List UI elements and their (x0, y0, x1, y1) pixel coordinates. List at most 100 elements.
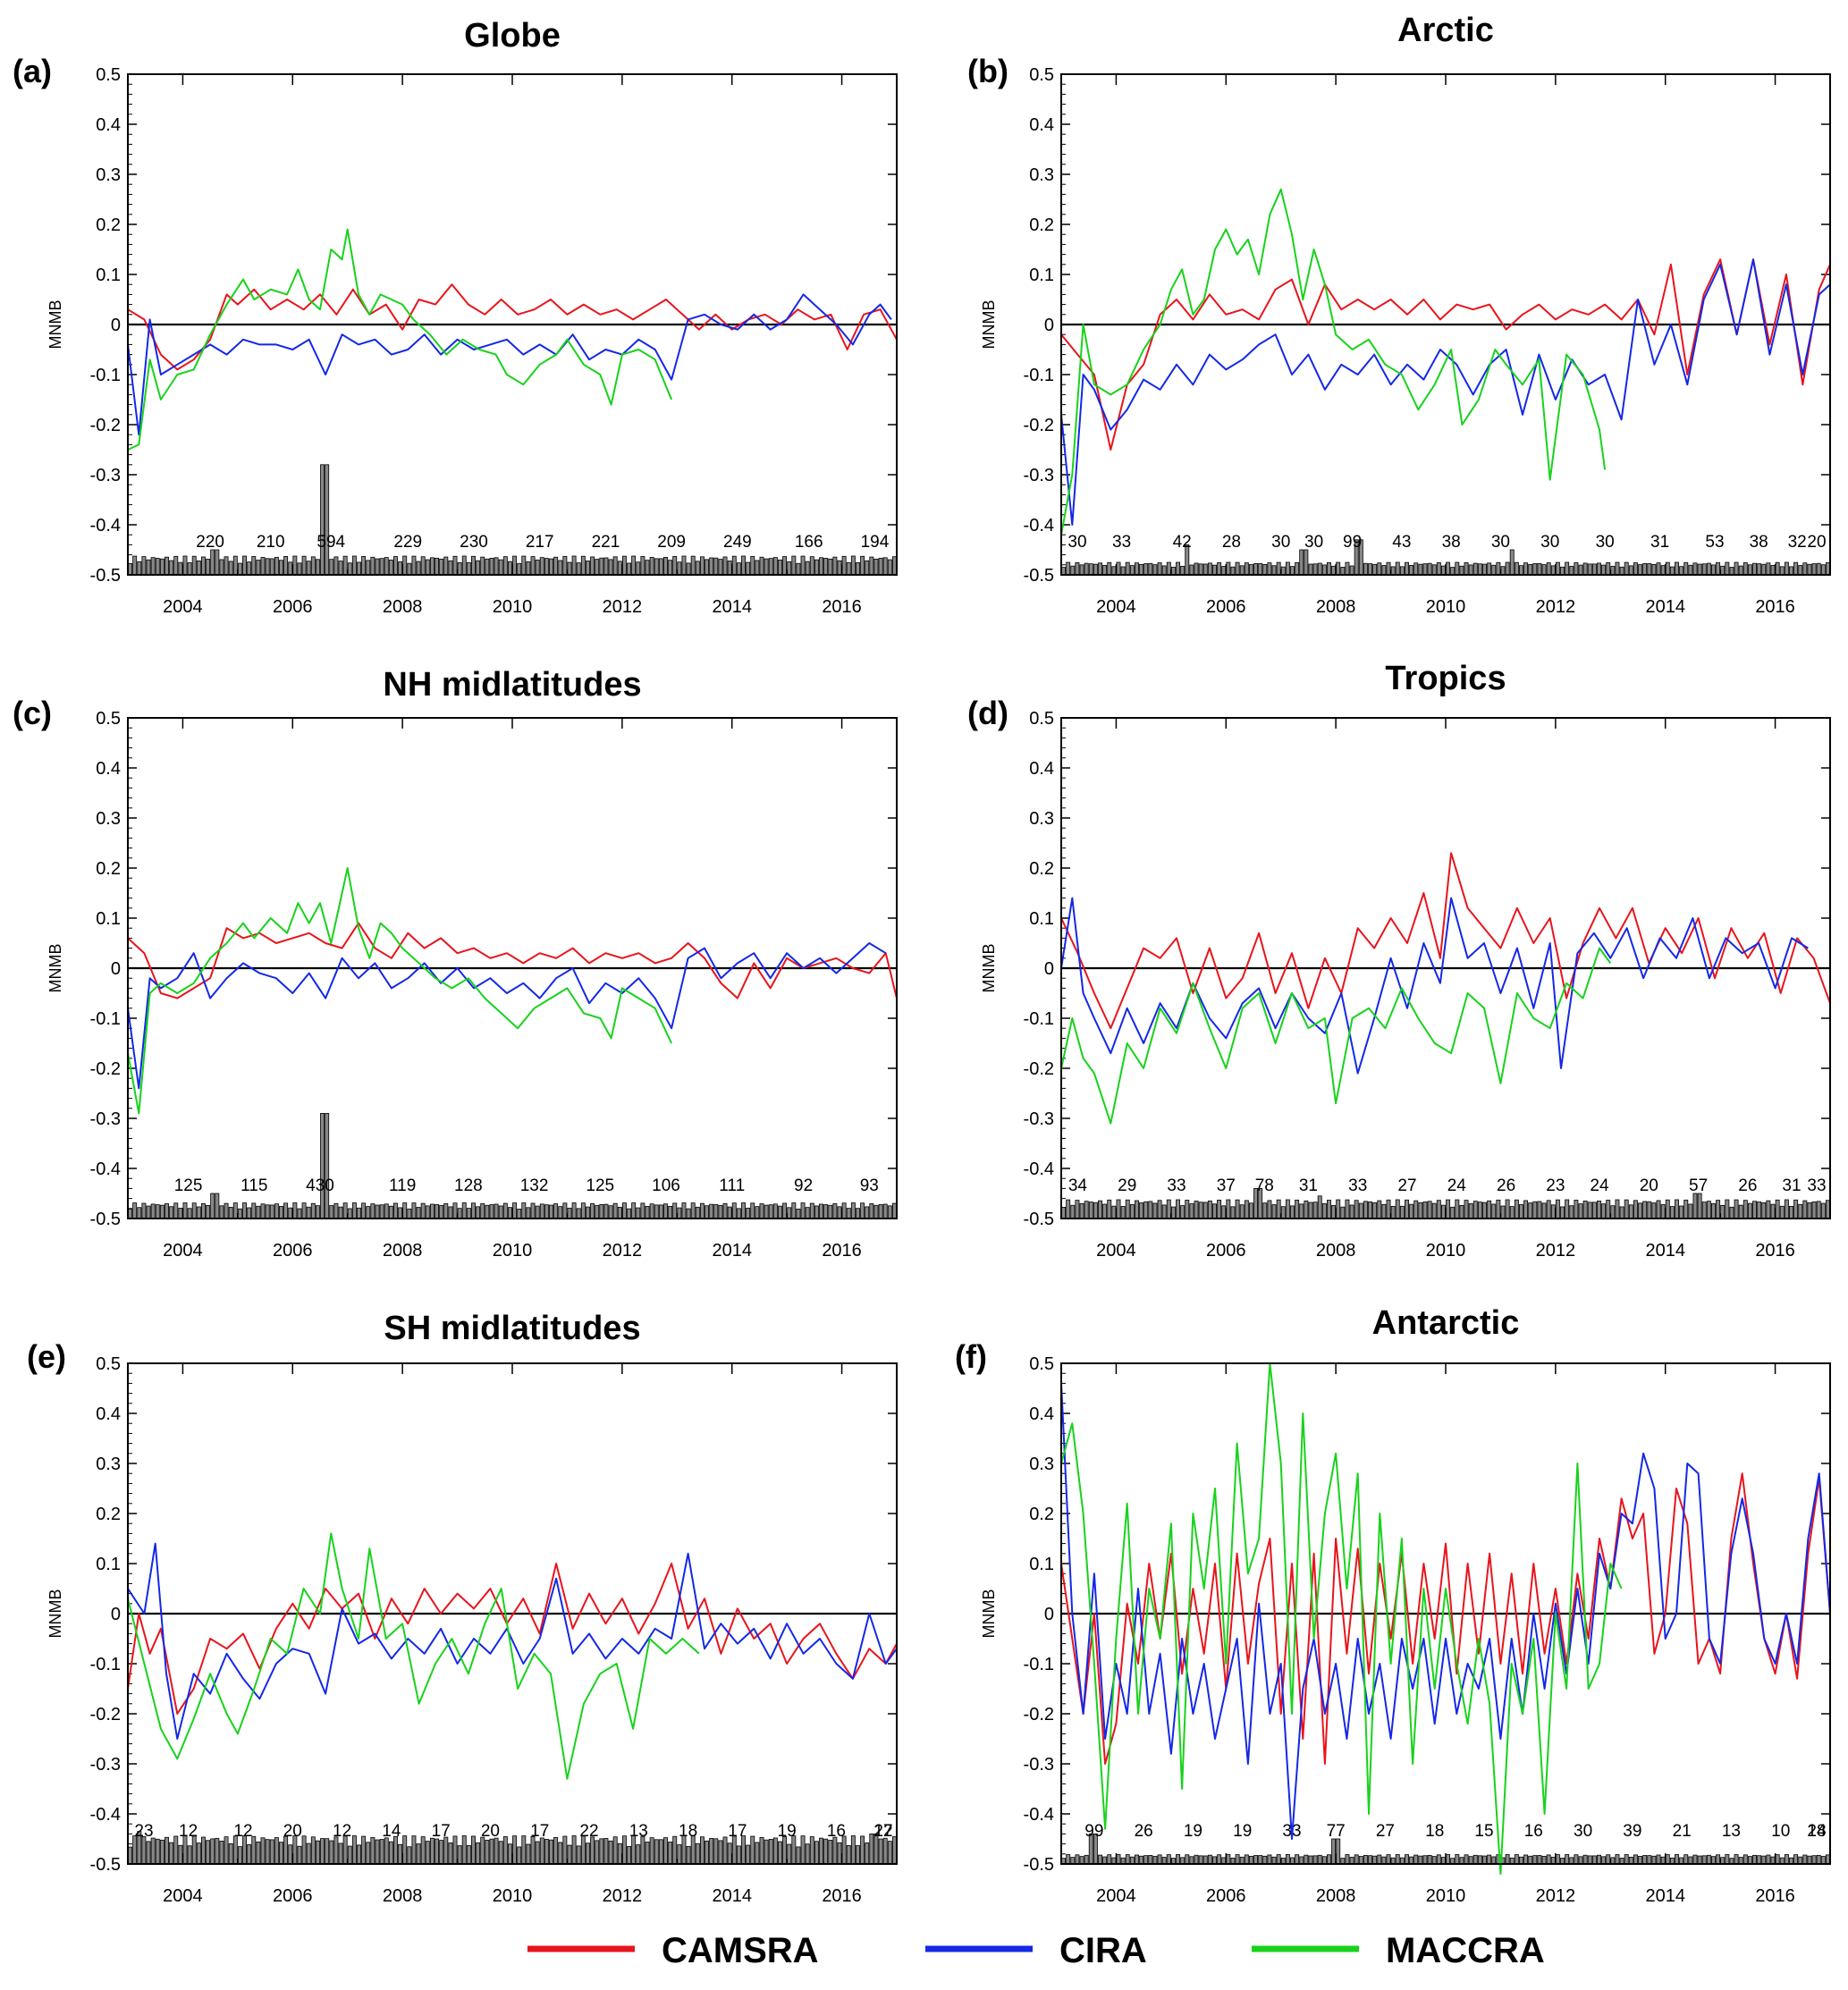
count-bar (850, 1202, 856, 1219)
count-bar (1116, 1854, 1121, 1865)
x-tick-label: 2014 (712, 1886, 752, 1906)
count-bar (150, 1837, 156, 1865)
count-bar (1372, 1202, 1378, 1219)
count-label: 32 (1788, 533, 1807, 552)
count-bar (645, 560, 650, 576)
count-bar (1820, 564, 1826, 576)
count-bar (425, 1205, 430, 1219)
count-bar (654, 1204, 659, 1219)
count-bar (1368, 1855, 1372, 1865)
count-bar (1468, 1202, 1473, 1219)
count-bar (1651, 1202, 1657, 1219)
count-label: 31 (1299, 1176, 1318, 1195)
count-bar (1811, 1201, 1817, 1219)
count-bar (1262, 1202, 1268, 1219)
count-bar (251, 1202, 257, 1219)
count-bar (681, 1202, 687, 1219)
count-bar (823, 558, 829, 576)
count-bar (1280, 1206, 1286, 1219)
count-bar (1638, 1856, 1643, 1865)
count-bar (865, 1206, 870, 1219)
count-bar (677, 1207, 682, 1219)
panels: Globe (a) MNMB 0.5 0.4 0.3 0.2 0.1 0 -0.1 -0.2 -0.3… (13, 12, 1831, 1906)
count-bar (1615, 1199, 1620, 1219)
count-bar (301, 1835, 307, 1865)
count-bar (517, 1209, 522, 1219)
count-bar (595, 559, 600, 576)
count-bar (169, 1206, 174, 1219)
count-bar (1395, 1199, 1400, 1219)
count-bar (1354, 1854, 1359, 1865)
count-bar (865, 560, 870, 576)
series-line-camsra (1060, 1472, 1831, 1765)
count-bar (1692, 1193, 1698, 1219)
count-bar (1651, 1855, 1657, 1865)
count-label: 230 (460, 533, 488, 552)
count-bar (1706, 1854, 1711, 1865)
count-bar (1574, 1200, 1579, 1219)
count-bar (1422, 1855, 1428, 1865)
count-label: 78 (1255, 1176, 1274, 1195)
count-bar (1120, 1206, 1126, 1219)
count-bar (1161, 1857, 1167, 1865)
y-axis-label: MNMB (980, 944, 998, 993)
count-bar (1560, 566, 1565, 576)
count-bar (338, 1842, 343, 1865)
count-label: 20 (481, 1822, 500, 1841)
count-bar (672, 1835, 678, 1865)
count-bar (828, 558, 833, 576)
count-bar (1418, 563, 1423, 576)
count-bar (1440, 1204, 1446, 1219)
count-bar (1217, 1854, 1222, 1865)
count-bar (132, 555, 138, 576)
count-bar (1148, 1201, 1153, 1219)
count-label: 18 (1425, 1822, 1444, 1841)
count-label: 210 (257, 533, 285, 552)
count-bar (1427, 1201, 1432, 1219)
count-bar (329, 1840, 334, 1865)
count-bar (1615, 1854, 1620, 1865)
series-line-maccra (127, 867, 673, 1115)
count-bar (384, 1837, 389, 1865)
count-bar (1079, 1856, 1084, 1865)
count-bar (1308, 563, 1313, 576)
count-bar (498, 1205, 503, 1219)
count-bar (279, 560, 283, 576)
count-bar (1176, 561, 1180, 576)
count-bar (1628, 1857, 1633, 1865)
count-bar (1523, 1200, 1529, 1219)
count-bar (1569, 1857, 1574, 1865)
count-bar (1619, 566, 1624, 576)
count-bar (1061, 567, 1067, 576)
count-bar (1290, 1857, 1295, 1865)
count-bar (1248, 1202, 1253, 1219)
count-bar (1807, 1855, 1812, 1865)
count-bar (498, 559, 503, 576)
count-bar (137, 561, 142, 576)
count-bar (1825, 1200, 1830, 1219)
count-bar (1725, 561, 1730, 576)
count-bar (672, 1202, 678, 1219)
count-bar (1129, 1203, 1135, 1219)
y-axis-label: MNMB (46, 1589, 64, 1639)
count-label: 12 (333, 1822, 351, 1841)
count-bar (846, 561, 851, 576)
count-bar (333, 556, 339, 576)
count-bar (507, 1843, 512, 1865)
count-bar (631, 555, 637, 576)
count-bar (1816, 1201, 1821, 1219)
count-bar (1537, 562, 1542, 576)
count-label: 23 (134, 1822, 153, 1841)
count-bar (1399, 566, 1405, 576)
count-bar (636, 561, 641, 576)
count-bar (1235, 561, 1240, 576)
count-bar (260, 1837, 266, 1865)
count-bar (1482, 1202, 1487, 1219)
count-bar (878, 557, 883, 576)
count-bar (1107, 561, 1112, 576)
count-label: 28 (1807, 1822, 1826, 1841)
count-bar (306, 1842, 311, 1865)
count-bar (1582, 1201, 1588, 1219)
count-label: 53 (1705, 533, 1724, 552)
x-tick-label: 2008 (383, 597, 423, 617)
